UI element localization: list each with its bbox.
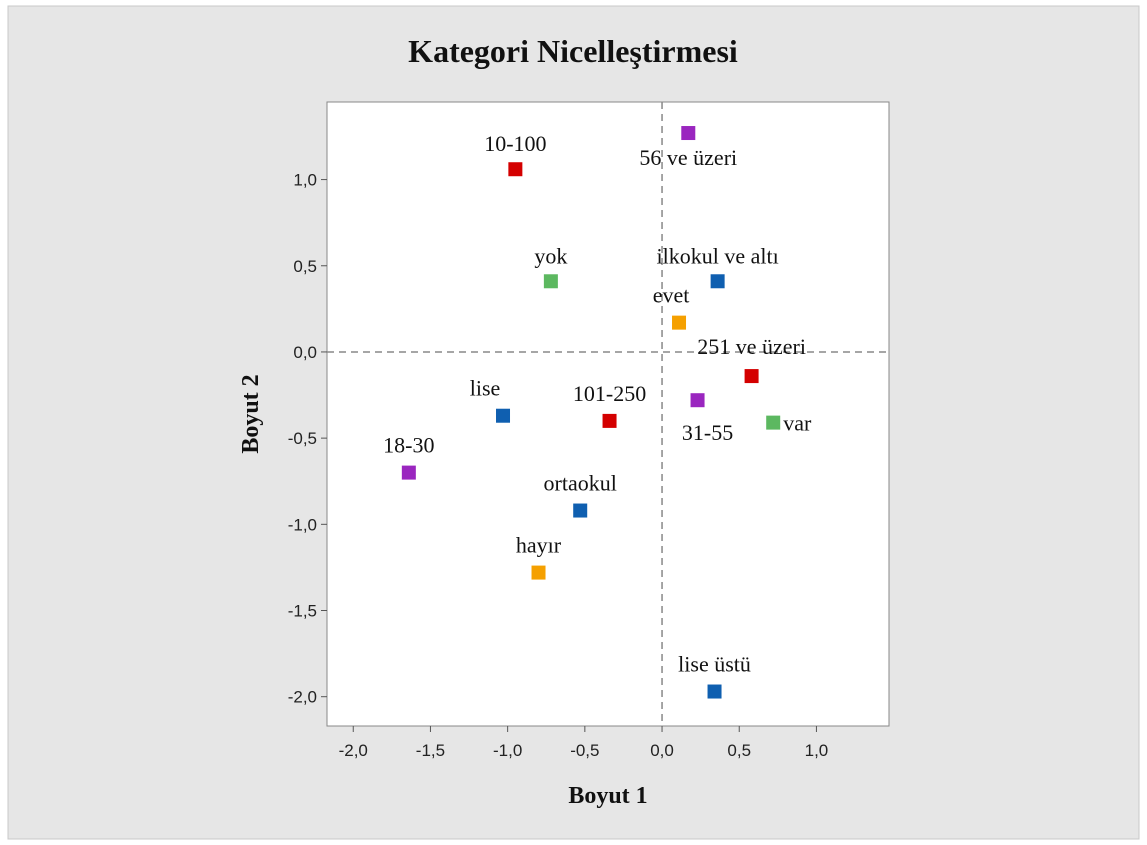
- point: [690, 393, 705, 408]
- point-label: evet: [653, 283, 690, 308]
- point-label: lise: [470, 376, 501, 401]
- point-label: 251 ve üzeri: [697, 334, 806, 359]
- point: [496, 408, 511, 423]
- point: [543, 274, 558, 289]
- point: [672, 315, 687, 330]
- x-tick-label: 0,0: [650, 741, 674, 760]
- point-label: ilkokul ve altı: [657, 243, 779, 268]
- y-tick-label: -1,5: [288, 602, 317, 621]
- y-tick-label: 0,0: [293, 343, 317, 362]
- x-tick-label: 0,5: [727, 741, 751, 760]
- x-tick-label: -2,0: [339, 741, 368, 760]
- y-tick-label: -1,0: [288, 515, 317, 534]
- point-label: ortaokul: [544, 471, 617, 496]
- chart-title: Kategori Nicelleştirmesi: [408, 33, 738, 69]
- point-label: 10-100: [484, 131, 546, 156]
- point: [681, 126, 696, 141]
- y-tick-label: 0,5: [293, 257, 317, 276]
- point: [710, 274, 725, 289]
- point: [744, 369, 759, 384]
- point-label: 56 ve üzeri: [639, 145, 737, 170]
- point: [573, 503, 588, 518]
- point-label: 31-55: [682, 420, 733, 445]
- point-label: hayır: [516, 533, 562, 558]
- point: [401, 465, 416, 480]
- point-label: 18-30: [383, 433, 434, 458]
- x-tick-label: -1,0: [493, 741, 522, 760]
- x-tick-label: -0,5: [570, 741, 599, 760]
- point: [707, 684, 722, 699]
- point-label: yok: [534, 243, 567, 268]
- x-axis-label: Boyut 1: [568, 783, 647, 809]
- point-label: var: [783, 411, 812, 436]
- y-tick-label: 1,0: [293, 171, 317, 190]
- point: [531, 565, 546, 580]
- y-tick-label: -2,0: [288, 688, 317, 707]
- y-axis-label: Boyut 2: [238, 374, 264, 453]
- point: [766, 415, 781, 430]
- point-label: lise üstü: [678, 652, 751, 677]
- point: [602, 413, 617, 428]
- x-tick-label: 1,0: [805, 741, 829, 760]
- y-tick-label: -0,5: [288, 429, 317, 448]
- point-label: 101-250: [573, 381, 646, 406]
- point: [508, 162, 523, 177]
- x-tick-label: -1,5: [416, 741, 445, 760]
